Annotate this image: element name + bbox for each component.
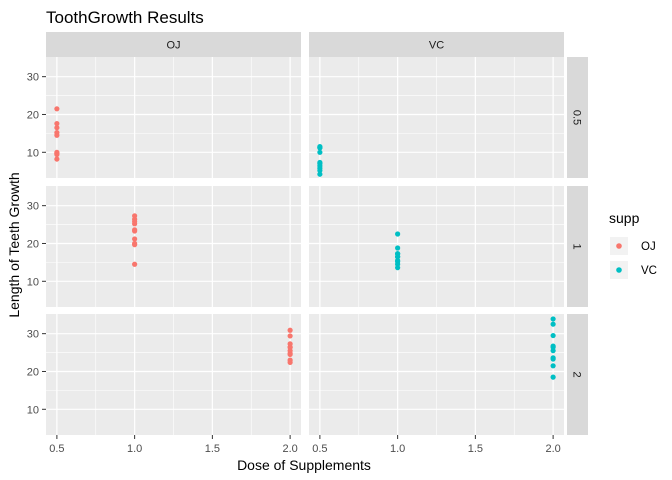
legend-label-oj: OJ — [641, 241, 656, 253]
data-point-oj — [132, 213, 138, 219]
y-tick-label: 30 — [27, 329, 39, 341]
y-tick-label: 30 — [27, 201, 39, 213]
data-point-oj — [287, 341, 293, 347]
data-point-vc — [395, 245, 401, 251]
data-point-oj — [287, 333, 293, 339]
data-point-vc — [317, 167, 323, 174]
data-point-vc — [550, 356, 556, 362]
x-tick-label: 1.0 — [127, 443, 142, 455]
legend-title: supp — [609, 210, 640, 226]
strip-dose-3 — [567, 314, 588, 435]
data-point-oj — [54, 106, 60, 112]
data-point-vc — [317, 161, 323, 167]
data-point-vc — [550, 374, 556, 380]
data-point-vc — [550, 343, 556, 349]
y-tick-label: 20 — [27, 109, 39, 121]
data-point-oj — [287, 350, 293, 356]
data-point-oj — [132, 240, 138, 247]
y-tick-label: 30 — [27, 72, 39, 84]
legend-key-oj — [616, 243, 622, 249]
data-point-vc — [550, 321, 556, 327]
legend: supp OJ VC — [609, 210, 657, 279]
facet-panels — [46, 57, 564, 435]
data-point-oj — [54, 156, 60, 162]
axes: 10 20 30 10 20 30 10 20 30 0.5 1.0 1.5 2.0 0.5 1.0 1.5 2… — [27, 72, 561, 455]
data-point-oj — [54, 120, 60, 127]
strip-label-dose-1: 0.5 — [571, 110, 583, 125]
strip-label-oj: OJ — [166, 40, 180, 52]
strip-oj — [46, 32, 301, 57]
data-point-oj — [132, 261, 138, 267]
legend-key-vc — [616, 267, 622, 273]
strip-dose-1 — [567, 57, 588, 178]
data-point-vc — [317, 145, 323, 151]
y-tick-label: 10 — [27, 147, 39, 159]
strip-label-vc: VC — [429, 40, 444, 52]
x-tick-label: 1.5 — [468, 443, 483, 455]
data-point-oj — [287, 357, 293, 363]
y-tick-label: 10 — [27, 276, 39, 288]
data-point-oj — [54, 150, 60, 157]
data-point-vc — [317, 149, 323, 155]
data-point-oj — [54, 132, 60, 138]
strip-dose-2 — [567, 186, 588, 307]
data-point-vc — [317, 171, 323, 177]
x-tick-label: 2.0 — [545, 443, 560, 455]
legend-label-vc: VC — [641, 265, 657, 277]
data-point-vc — [395, 261, 401, 267]
data-point-oj — [287, 327, 293, 333]
x-tick-label: 2.0 — [282, 443, 297, 455]
data-point-vc — [395, 251, 401, 257]
y-tick-label: 10 — [27, 404, 39, 416]
strip-label-dose-3: 2 — [571, 371, 583, 377]
data-point-oj — [132, 227, 138, 233]
strip-vc — [309, 32, 564, 57]
y-tick-label: 20 — [27, 366, 39, 378]
chart-title: ToothGrowth Results — [46, 8, 204, 27]
data-point-oj — [132, 236, 138, 242]
x-tick-label: 0.5 — [49, 443, 64, 455]
strip-label-dose-2: 1 — [571, 243, 583, 249]
data-point-vc — [395, 231, 401, 237]
x-axis-title: Dose of Supplements — [237, 457, 371, 473]
y-axis-title: Length of Teeth Growth — [6, 172, 22, 317]
data-point-vc — [550, 316, 556, 322]
data-point-vc — [550, 332, 556, 339]
data-point-vc — [550, 363, 556, 369]
x-tick-label: 0.5 — [312, 443, 327, 455]
data-point-oj — [54, 125, 60, 131]
x-tick-label: 1.0 — [390, 443, 405, 455]
data-point-vc — [395, 257, 401, 264]
facet-strips: OJ VC 0.5 1 2 — [46, 32, 588, 435]
data-point-oj — [132, 218, 138, 225]
y-tick-label: 20 — [27, 238, 39, 250]
x-tick-label: 1.5 — [205, 443, 220, 455]
